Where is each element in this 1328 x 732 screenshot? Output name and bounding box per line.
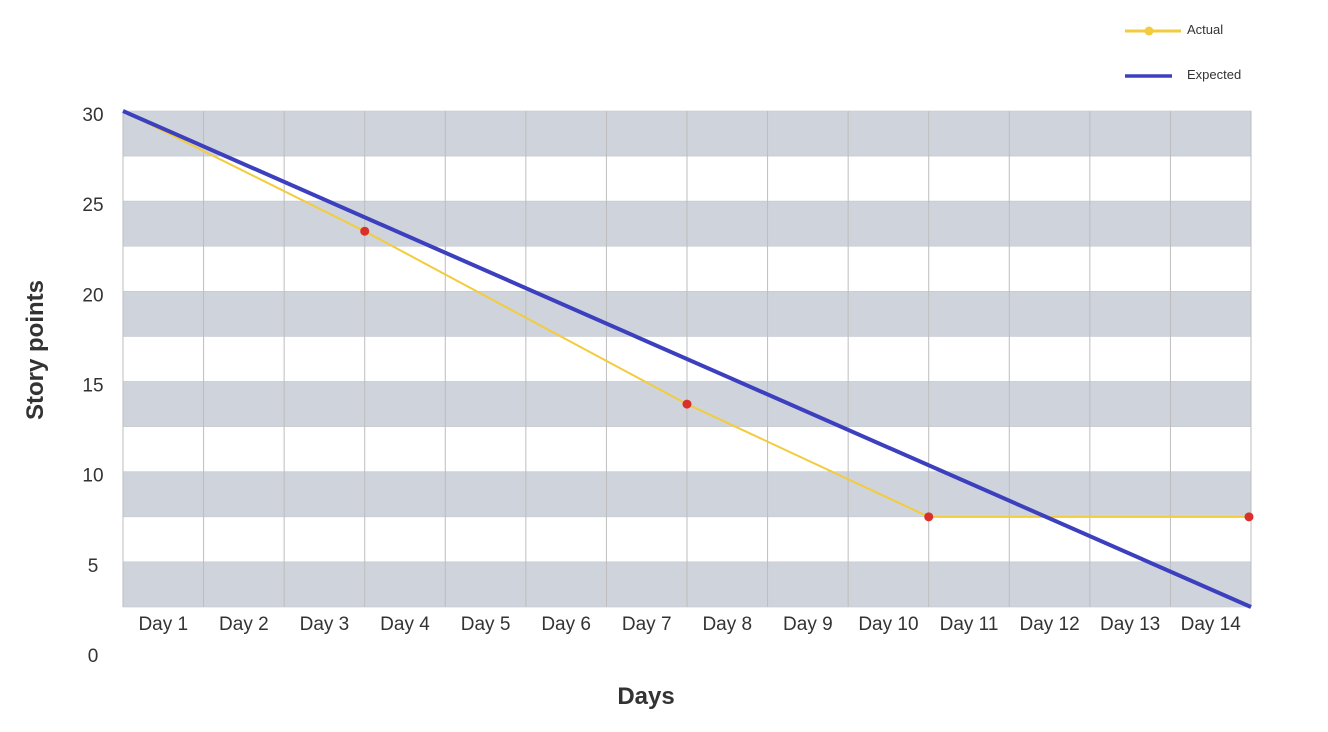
data-point-actual — [360, 226, 370, 236]
grid-vertical-lines — [122, 111, 1252, 607]
x-tick-label: Day 7 — [622, 614, 672, 635]
x-tick-label: Day 1 — [138, 614, 188, 635]
y-tick-label: 15 — [82, 376, 103, 397]
x-tick-label: Day 13 — [1100, 614, 1160, 635]
series-layer — [122, 109, 1254, 609]
legend-item-expected: Expected — [1125, 67, 1241, 82]
y-axis-ticks: 30 25 20 15 10 5 0 — [82, 105, 103, 667]
x-tick-label: Day 12 — [1019, 614, 1079, 635]
y-tick-label: 20 — [82, 285, 103, 306]
x-axis-title: Days — [617, 683, 674, 710]
y-tick-label: 5 — [88, 556, 99, 577]
x-tick-label: Day 8 — [702, 614, 752, 635]
y-tick-label: 30 — [82, 105, 103, 126]
x-tick-label: Day 3 — [300, 614, 350, 635]
legend-label-expected: Expected — [1187, 67, 1241, 82]
data-point-actual — [1244, 512, 1254, 522]
x-tick-label: Day 9 — [783, 614, 833, 635]
data-point-actual — [682, 399, 692, 409]
x-tick-label: Day 2 — [219, 614, 269, 635]
x-tick-label: Day 10 — [858, 614, 918, 635]
data-point-actual — [924, 512, 934, 522]
series-line-expected — [122, 109, 1252, 609]
legend-label-actual: Actual — [1187, 22, 1223, 37]
y-axis-title: Story points — [22, 280, 49, 420]
x-tick-label: Day 4 — [380, 614, 430, 635]
x-axis-ticks: Day 1 Day 2 Day 3 Day 4 Day 5 Day 6 Day 7 Day 8… — [138, 614, 1241, 635]
x-tick-label: Day 5 — [461, 614, 511, 635]
y-tick-label: 10 — [82, 466, 103, 487]
y-tick-label: 25 — [82, 195, 103, 216]
x-tick-label: Day 14 — [1181, 614, 1242, 635]
y-tick-label: 0 — [88, 646, 99, 667]
legend-marker-actual — [1144, 26, 1154, 36]
x-tick-label: Day 6 — [541, 614, 591, 635]
legend: Actual Expected — [1125, 22, 1241, 82]
legend-item-actual: Actual — [1125, 22, 1223, 37]
x-tick-label: Day 11 — [940, 614, 999, 635]
